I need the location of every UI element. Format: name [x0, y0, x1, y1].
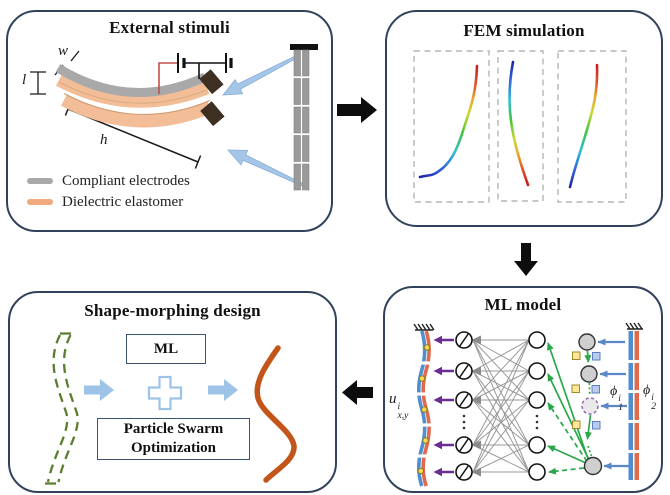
- process-arrows: [84, 379, 238, 401]
- voltage-circuit: [158, 53, 233, 94]
- design-loop-diagram: [45, 332, 297, 485]
- input-actuator-bars: [625, 322, 643, 480]
- panel-fem-simulation: FEM simulation: [385, 10, 663, 227]
- process-arrow-icon: [84, 379, 114, 401]
- legend-item-elastomer: Dielectric elastomer: [27, 193, 183, 211]
- process-arrow-icon: [208, 379, 238, 401]
- dim-length-label: h: [100, 132, 108, 148]
- fixed-support-hatch: [625, 322, 643, 330]
- morphed-shape: [254, 345, 297, 483]
- input-arrows: [597, 338, 629, 470]
- flow-arrow-right-icon: [337, 97, 377, 123]
- node-markers: [417, 344, 431, 475]
- fem-frames: [413, 50, 627, 203]
- actuator-schematic: [30, 44, 318, 191]
- fem-results: [413, 50, 627, 203]
- panel-shape-morphing: Shape-morphing design ML Particle Swarm …: [8, 291, 337, 493]
- fem-deformed-shape-1: [418, 64, 479, 179]
- legend-label: Dielectric elastomer: [62, 193, 184, 210]
- flow-arrow-left-icon: [342, 380, 373, 405]
- panel-title-shape-morphing: Shape-morphing design: [84, 301, 261, 320]
- output-arrows: [433, 335, 454, 477]
- feature-node: [578, 333, 596, 351]
- legend-label: Compliant electrodes: [62, 172, 190, 189]
- legend-item-electrodes: Compliant electrodes: [27, 172, 190, 190]
- feature-node: [580, 365, 598, 383]
- deformed-actuator-bar: [413, 323, 435, 487]
- electrode-tip: [199, 69, 224, 95]
- feature-node: [583, 456, 603, 476]
- reference-electrode-stack: [290, 44, 318, 191]
- stimulus-arrow-icon: [227, 149, 305, 187]
- feature-node-hidden: [581, 397, 599, 415]
- ellipsis-dots: [535, 414, 539, 430]
- stimulus-arrows: [222, 54, 305, 187]
- flow-arrow-down-icon: [514, 243, 538, 276]
- dim-thickness-label: l: [22, 72, 27, 88]
- fem-deformed-shape-2: [508, 60, 530, 187]
- dimension-lines: [30, 50, 202, 169]
- hidden-neurons: [528, 331, 546, 481]
- ellipsis-dots: [462, 414, 466, 430]
- dim-width-label: w: [58, 43, 69, 59]
- panel-title-fem-simulation: FEM simulation: [463, 21, 585, 40]
- feature-connections: [546, 342, 590, 475]
- pso-box: Particle Swarm Optimization: [97, 418, 250, 460]
- target-shape-dashed: [45, 332, 79, 485]
- feature-squares: [571, 351, 601, 430]
- fem-deformed-shape-3: [568, 63, 599, 189]
- panel-external-stimuli: External stimuli w l h Compliant electro…: [6, 10, 333, 232]
- displacement-label: u i x,y: [389, 391, 409, 421]
- output-neurons: [455, 331, 473, 481]
- electrode-swatch: [27, 178, 53, 184]
- elastomer-swatch: [27, 199, 53, 205]
- ml-box: ML: [126, 334, 206, 364]
- panel-title-ml-model: ML model: [484, 295, 562, 314]
- neural-network-diagram: [413, 322, 643, 487]
- input-feature-chain: [571, 333, 603, 476]
- electrode-tip: [200, 101, 225, 127]
- plus-icon: [147, 375, 183, 411]
- bilayer-beam: [55, 64, 225, 128]
- panel-title-external-stimuli: External stimuli: [109, 18, 230, 37]
- stimulus-arrow-icon: [222, 54, 300, 96]
- fixed-support-hatch: [413, 323, 435, 331]
- dense-connections: [471, 335, 530, 477]
